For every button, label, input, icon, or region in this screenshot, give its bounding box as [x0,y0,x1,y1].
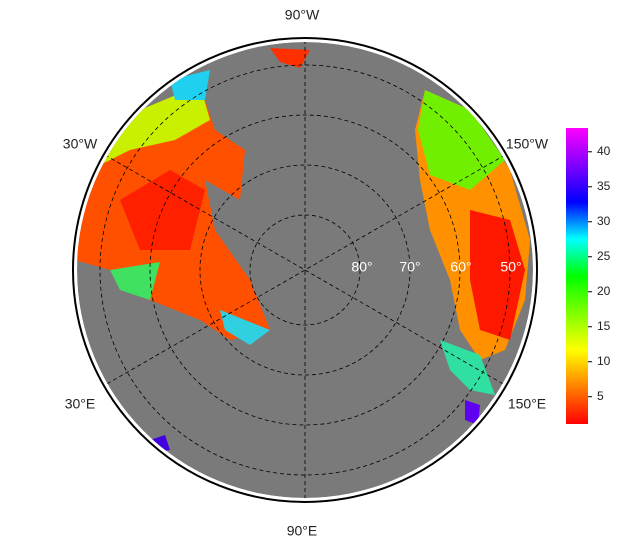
longitude-label: 150°W [506,136,549,152]
colorbar-tick-label: 20 [597,284,611,298]
data-field [220,310,270,345]
data-field [465,400,480,425]
latitude-label: 70° [399,259,420,275]
data-field [270,48,310,68]
map-body [77,42,533,498]
colorbar-tick-label: 15 [597,319,611,333]
colorbar-tick-label: 25 [597,249,611,263]
longitude-label: 30°E [65,396,96,412]
latitude-label: 60° [450,259,471,275]
colorbar-tick-label: 35 [597,179,611,193]
data-field [110,262,160,300]
data-field [440,340,495,395]
latitude-label: 50° [500,259,521,275]
longitude-label: 150°E [508,396,546,412]
data-field [90,85,210,170]
longitude-label: 90°E [287,523,318,539]
longitude-label: 90°W [285,7,320,23]
latitude-label: 80° [351,259,372,275]
colorbar-tick-label: 40 [597,144,611,158]
data-field [418,90,505,190]
graticule [99,42,511,498]
colorbar [566,128,588,424]
data-field [470,210,525,340]
colorbar-tick-label: 5 [597,389,604,403]
longitude-label: 30°W [63,136,98,152]
colorbar-tick-label: 10 [597,354,611,368]
colorbar-tick-label: 30 [597,214,611,228]
